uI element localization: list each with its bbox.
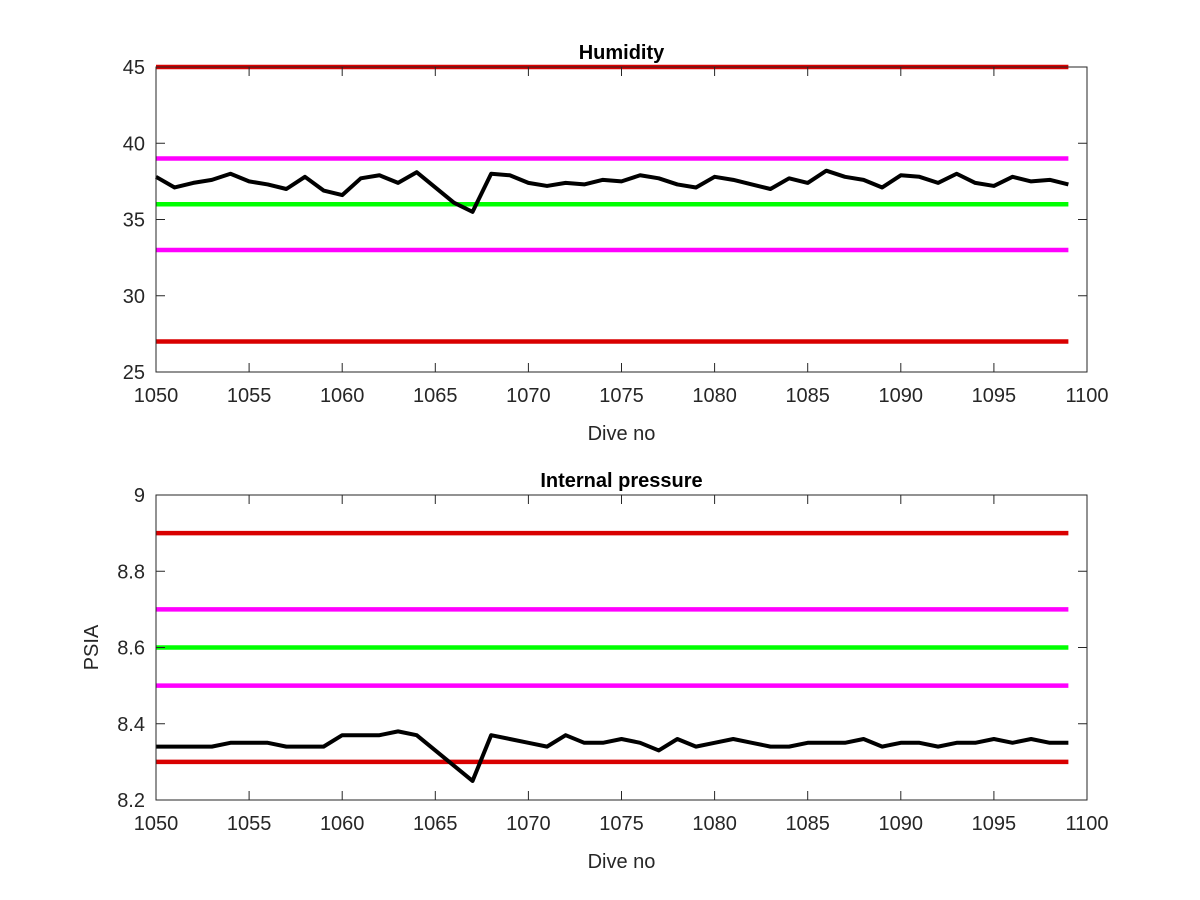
- humidity-x-tick-label: 1095: [972, 385, 1017, 407]
- pressure-series-line-0: [156, 729, 1069, 783]
- pressure-panel: 1050 1055 1060 1065 1070 1075 1080 1085 1090 1095…: [81, 470, 1109, 873]
- pressure-x-tick-label: 1075: [599, 813, 644, 835]
- pressure-y-tick-label: 9: [134, 485, 145, 507]
- humidity-series: [155, 168, 1069, 214]
- pressure-reference-lines: [156, 530, 1069, 765]
- pressure-y-axis-label: PSIA: [81, 624, 103, 670]
- humidity-x-tick-label: 1070: [506, 385, 551, 407]
- pressure-x-tick-label: 1085: [785, 813, 830, 835]
- humidity-x-tick-label: 1055: [227, 385, 272, 407]
- humidity-series-line-0: [155, 168, 1069, 214]
- pressure-x-axis-label: Dive no: [588, 851, 656, 873]
- pressure-x-tick-label: 1090: [879, 813, 924, 835]
- humidity-y-tick-label: 25: [123, 362, 145, 384]
- humidity-y-tick-label: 30: [123, 286, 145, 308]
- humidity-y-ticks: 25 30 35 40 45: [123, 57, 1087, 384]
- pressure-x-tick-label: 1095: [972, 813, 1017, 835]
- humidity-x-tick-label: 1080: [692, 385, 737, 407]
- humidity-x-tick-label: 1050: [134, 385, 179, 407]
- pressure-x-tick-label: 1055: [227, 813, 272, 835]
- pressure-x-tick-label: 1070: [506, 813, 551, 835]
- pressure-series: [156, 729, 1069, 783]
- humidity-y-tick-label: 35: [123, 210, 145, 232]
- pressure-title: Internal pressure: [540, 470, 702, 492]
- humidity-x-axis-label: Dive no: [588, 423, 656, 445]
- pressure-y-ticks: 8.2 8.4 8.6 8.8 9: [117, 485, 1087, 812]
- humidity-title: Humidity: [579, 42, 665, 64]
- humidity-plot-area: [156, 67, 1087, 372]
- humidity-y-tick-label: 40: [123, 133, 145, 155]
- humidity-y-tick-label: 45: [123, 57, 145, 79]
- pressure-x-tick-label: 1080: [692, 813, 737, 835]
- humidity-x-tick-label: 1085: [785, 385, 830, 407]
- pressure-x-tick-label: 1060: [320, 813, 365, 835]
- humidity-x-tick-label: 1065: [413, 385, 458, 407]
- pressure-y-tick-label: 8.8: [117, 561, 145, 583]
- humidity-x-tick-label: 1090: [879, 385, 924, 407]
- pressure-x-tick-label: 1065: [413, 813, 458, 835]
- pressure-y-tick-label: 8.2: [117, 790, 145, 812]
- pressure-x-tick-label: 1050: [134, 813, 179, 835]
- pressure-y-tick-label: 8.4: [117, 714, 145, 736]
- pressure-x-ticks: 1050 1055 1060 1065 1070 1075 1080 1085 1090 1095…: [134, 495, 1109, 835]
- humidity-x-ticks: 1050 1055 1060 1065 1070 1075 1080 1085 1090 1095…: [134, 67, 1109, 407]
- humidity-x-tick-label: 1075: [599, 385, 644, 407]
- humidity-x-tick-label: 1060: [320, 385, 365, 407]
- pressure-y-tick-label: 8.6: [117, 638, 145, 660]
- humidity-x-tick-label: 1100: [1065, 385, 1108, 407]
- humidity-panel: 1050 1055 1060 1065 1070 1075 1080 1085 1090 1095…: [123, 42, 1109, 445]
- pressure-x-tick-label: 1100: [1065, 813, 1108, 835]
